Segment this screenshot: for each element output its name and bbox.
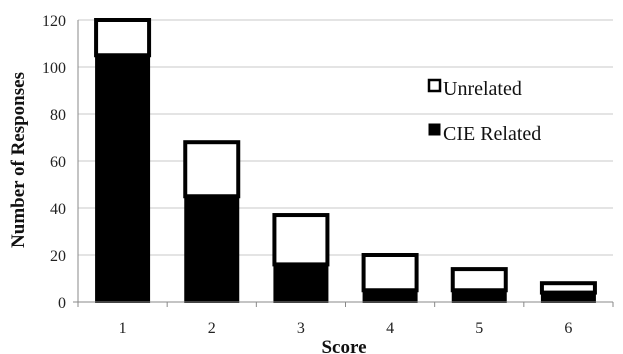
bar-cie-related-2 <box>184 195 240 303</box>
x-tick-label: 4 <box>386 320 394 337</box>
y-tick-label: 40 <box>50 201 66 218</box>
bar-unrelated-1 <box>94 18 152 58</box>
bar-unrelated-4 <box>361 253 419 293</box>
y-tick-label: 120 <box>42 13 66 30</box>
bar-unrelated-5 <box>450 267 508 293</box>
legend-label-cie-related: CIE Related <box>443 123 541 145</box>
bar-unrelated-2 <box>183 140 241 199</box>
bar-cie-related-6 <box>540 291 596 304</box>
bar-cie-related-1 <box>95 54 151 303</box>
y-tick-label: 80 <box>50 107 66 124</box>
grid-lines <box>78 19 613 256</box>
y-axis-title: Number of Responses <box>8 72 29 248</box>
legend-label-unrelated: Unrelated <box>443 78 522 100</box>
x-tick-label: 5 <box>475 320 483 337</box>
bar-unrelated-6 <box>539 281 597 295</box>
bar-cie-related-3 <box>273 263 329 303</box>
legend-swatch-unrelated <box>427 78 442 93</box>
legend: Unrelated CIE Related <box>427 78 541 145</box>
bars <box>94 18 597 304</box>
y-tick-label: 60 <box>50 154 66 171</box>
x-tick-label: 3 <box>297 320 305 337</box>
y-tick-label: 0 <box>58 295 66 312</box>
x-tick-label: 6 <box>564 320 572 337</box>
bar-cie-related-4 <box>362 289 418 303</box>
bar-unrelated-3 <box>272 213 330 267</box>
x-tick-labels: 1 2 3 4 5 6 <box>119 320 573 337</box>
legend-swatch-cie-related <box>428 123 441 136</box>
x-tick-label: 1 <box>119 320 127 337</box>
x-tick-label: 2 <box>208 320 216 337</box>
y-tick-labels: 0 20 40 60 80 100 120 <box>42 13 66 312</box>
y-tick-label: 100 <box>42 60 66 77</box>
axes <box>73 20 614 307</box>
bar-cie-related-5 <box>451 289 507 303</box>
x-axis-title: Score <box>321 337 366 354</box>
y-tick-label: 20 <box>50 248 66 265</box>
